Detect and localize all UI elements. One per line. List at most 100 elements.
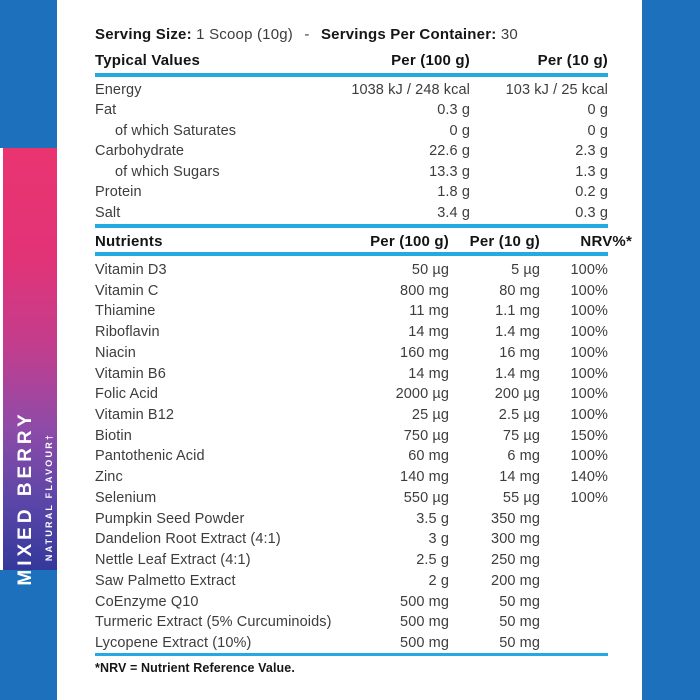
nutrient-per100: 160 mg xyxy=(400,344,449,361)
nutrient-row: Vitamin D3 50 µg 5 µg 100% xyxy=(95,260,608,281)
typical-row: of which Saturates 0 g 0 g xyxy=(95,121,608,141)
nutrient-per100: 3.5 g xyxy=(416,510,449,527)
typical-name: Fat xyxy=(95,102,117,119)
serving-size-label: Serving Size: xyxy=(95,26,192,43)
typical-values-header: Typical Values Per (100 g) Per (10 g) xyxy=(95,52,608,70)
nutrient-row: Vitamin B6 14 mg 1.4 mg 100% xyxy=(95,364,608,385)
nutrient-name: Niacin xyxy=(95,344,136,361)
nutrient-per10: 6 mg xyxy=(507,448,540,465)
nutrient-per10: 1.1 mg xyxy=(495,303,540,320)
nutrient-per100: 750 µg xyxy=(403,427,449,444)
nutrient-per100: 25 µg xyxy=(411,407,449,424)
serving-size-value: 1 Scoop (10g) xyxy=(196,26,293,43)
cyan-rule-3 xyxy=(95,252,608,256)
typical-per10: 103 kJ / 25 kcal xyxy=(505,82,608,98)
nutrient-per100: 11 mg xyxy=(409,303,449,320)
nutrient-name: Vitamin B12 xyxy=(95,407,175,424)
typical-per100: 0.3 g xyxy=(437,102,470,119)
nutrient-row: Turmeric Extract (5% Curcuminoids) 500 mg… xyxy=(95,612,608,633)
nutrient-per10: 75 µg xyxy=(502,427,540,444)
nutrient-name: CoEnzyme Q10 xyxy=(95,593,199,610)
nutrient-name: Pantothenic Acid xyxy=(95,448,205,465)
typical-per100: 1.8 g xyxy=(437,184,470,201)
nutrient-per100: 500 mg xyxy=(400,634,449,651)
nutrient-name: Riboflavin xyxy=(95,324,160,341)
nutrients-title: Nutrients xyxy=(95,233,163,250)
typical-per100: 22.6 g xyxy=(429,143,470,160)
nutrient-name: Vitamin D3 xyxy=(95,262,167,278)
nutrient-per10: 5 µg xyxy=(511,262,540,278)
nutrients-col-per100: Per (100 g) xyxy=(370,233,449,250)
nutrient-row: Pumpkin Seed Powder 3.5 g 350 mg xyxy=(95,509,608,530)
nutrient-nrv: 100% xyxy=(570,344,608,361)
nutrient-row: Riboflavin 14 mg 1.4 mg 100% xyxy=(95,322,608,343)
nutrient-row: Lycopene Extract (10%) 500 mg 50 mg xyxy=(95,633,608,654)
cyan-rule-4 xyxy=(95,653,608,656)
nutrient-per100: 500 mg xyxy=(400,593,449,610)
nutrient-nrv: 100% xyxy=(570,407,608,424)
typical-name: Energy xyxy=(95,82,142,98)
nutrient-per10: 14 mg xyxy=(499,469,540,486)
nutrient-per100: 50 µg xyxy=(411,262,449,278)
servings-per-container-label: Servings Per Container: xyxy=(320,26,497,43)
nutrient-row: Dandelion Root Extract (4:1) 3 g 300 mg xyxy=(95,529,608,550)
nutrient-nrv: 100% xyxy=(570,489,608,506)
nutrient-name: Thiamine xyxy=(95,303,156,320)
typical-row: Energy 1038 kJ / 248 kcal 103 kJ / 25 kcal xyxy=(95,80,608,100)
nutrient-per10: 55 µg xyxy=(502,489,540,506)
nutrient-per10: 250 mg xyxy=(491,552,540,569)
nutrients-col-nrv: NRV%* xyxy=(580,233,632,250)
nutrient-per100: 2000 µg xyxy=(395,386,449,403)
typical-name: of which Saturates xyxy=(115,122,237,139)
nutrient-per100: 140 mg xyxy=(400,469,449,486)
typical-col-per10: Per (10 g) xyxy=(537,52,608,69)
cyan-rule-1 xyxy=(95,73,608,77)
top-left-blue-block xyxy=(0,0,57,148)
typical-name: Protein xyxy=(95,184,142,201)
serving-info-line: Serving Size: 1 Scoop (10g) - Servings P… xyxy=(95,26,518,44)
typical-per100: 0 g xyxy=(449,122,470,139)
nutrient-per100: 3 g xyxy=(428,531,449,548)
typical-row: Protein 1.8 g 0.2 g xyxy=(95,182,608,202)
label-content: Serving Size: 1 Scoop (10g) - Servings P… xyxy=(95,0,632,700)
nutrient-row: Vitamin B12 25 µg 2.5 µg 100% xyxy=(95,405,608,426)
nutrient-row: Folic Acid 2000 µg 200 µg 100% xyxy=(95,384,608,405)
nutrient-name: Turmeric Extract (5% Curcuminoids) xyxy=(95,614,332,631)
nutrient-nrv: 150% xyxy=(570,427,608,444)
nutrient-per100: 500 mg xyxy=(400,614,449,631)
right-blue-band xyxy=(642,0,700,700)
nutrient-row: CoEnzyme Q10 500 mg 50 mg xyxy=(95,592,608,613)
serving-separator: - xyxy=(304,26,310,43)
nutrient-per100: 800 mg xyxy=(400,282,449,299)
typical-values-rows: Energy 1038 kJ / 248 kcal 103 kJ / 25 kcal… xyxy=(95,80,608,223)
typical-name: of which Sugars xyxy=(115,163,220,180)
nutrient-per10: 2.5 µg xyxy=(498,407,540,424)
nutrient-name: Folic Acid xyxy=(95,386,159,403)
nutrient-nrv: 100% xyxy=(570,303,608,320)
typical-per100: 3.4 g xyxy=(437,204,470,221)
nutrient-name: Saw Palmetto Extract xyxy=(95,572,236,589)
nutrient-row: Thiamine 11 mg 1.1 mg 100% xyxy=(95,301,608,322)
nutrients-col-per10: Per (10 g) xyxy=(469,233,540,250)
nutrient-per10: 50 mg xyxy=(499,634,540,651)
nutrient-per10: 80 mg xyxy=(499,282,540,299)
nutrient-per100: 14 mg xyxy=(408,365,449,382)
nutrient-nrv: 100% xyxy=(570,282,608,299)
nutrient-row: Zinc 140 mg 14 mg 140% xyxy=(95,467,608,488)
nutrient-nrv: 100% xyxy=(570,386,608,403)
typical-per100: 1038 kJ / 248 kcal xyxy=(351,82,470,98)
nutrient-name: Vitamin C xyxy=(95,282,159,299)
nutrient-per100: 2.5 g xyxy=(416,552,449,569)
typical-per10: 2.3 g xyxy=(575,143,608,160)
nutrient-name: Dandelion Root Extract (4:1) xyxy=(95,531,281,548)
nutrient-name: Vitamin B6 xyxy=(95,365,166,382)
nutrient-nrv: 100% xyxy=(570,324,608,341)
typical-values-title: Typical Values xyxy=(95,52,201,69)
flavor-gradient-strip: MIXED BERRY NATURAL FLAVOUR† xyxy=(3,148,57,586)
nutrient-name: Nettle Leaf Extract (4:1) xyxy=(95,552,251,569)
nutrient-row: Saw Palmetto Extract 2 g 200 mg xyxy=(95,571,608,592)
nutrient-per10: 1.4 mg xyxy=(495,365,540,382)
typical-row: Fat 0.3 g 0 g xyxy=(95,100,608,120)
nutrient-per100: 2 g xyxy=(428,572,449,589)
